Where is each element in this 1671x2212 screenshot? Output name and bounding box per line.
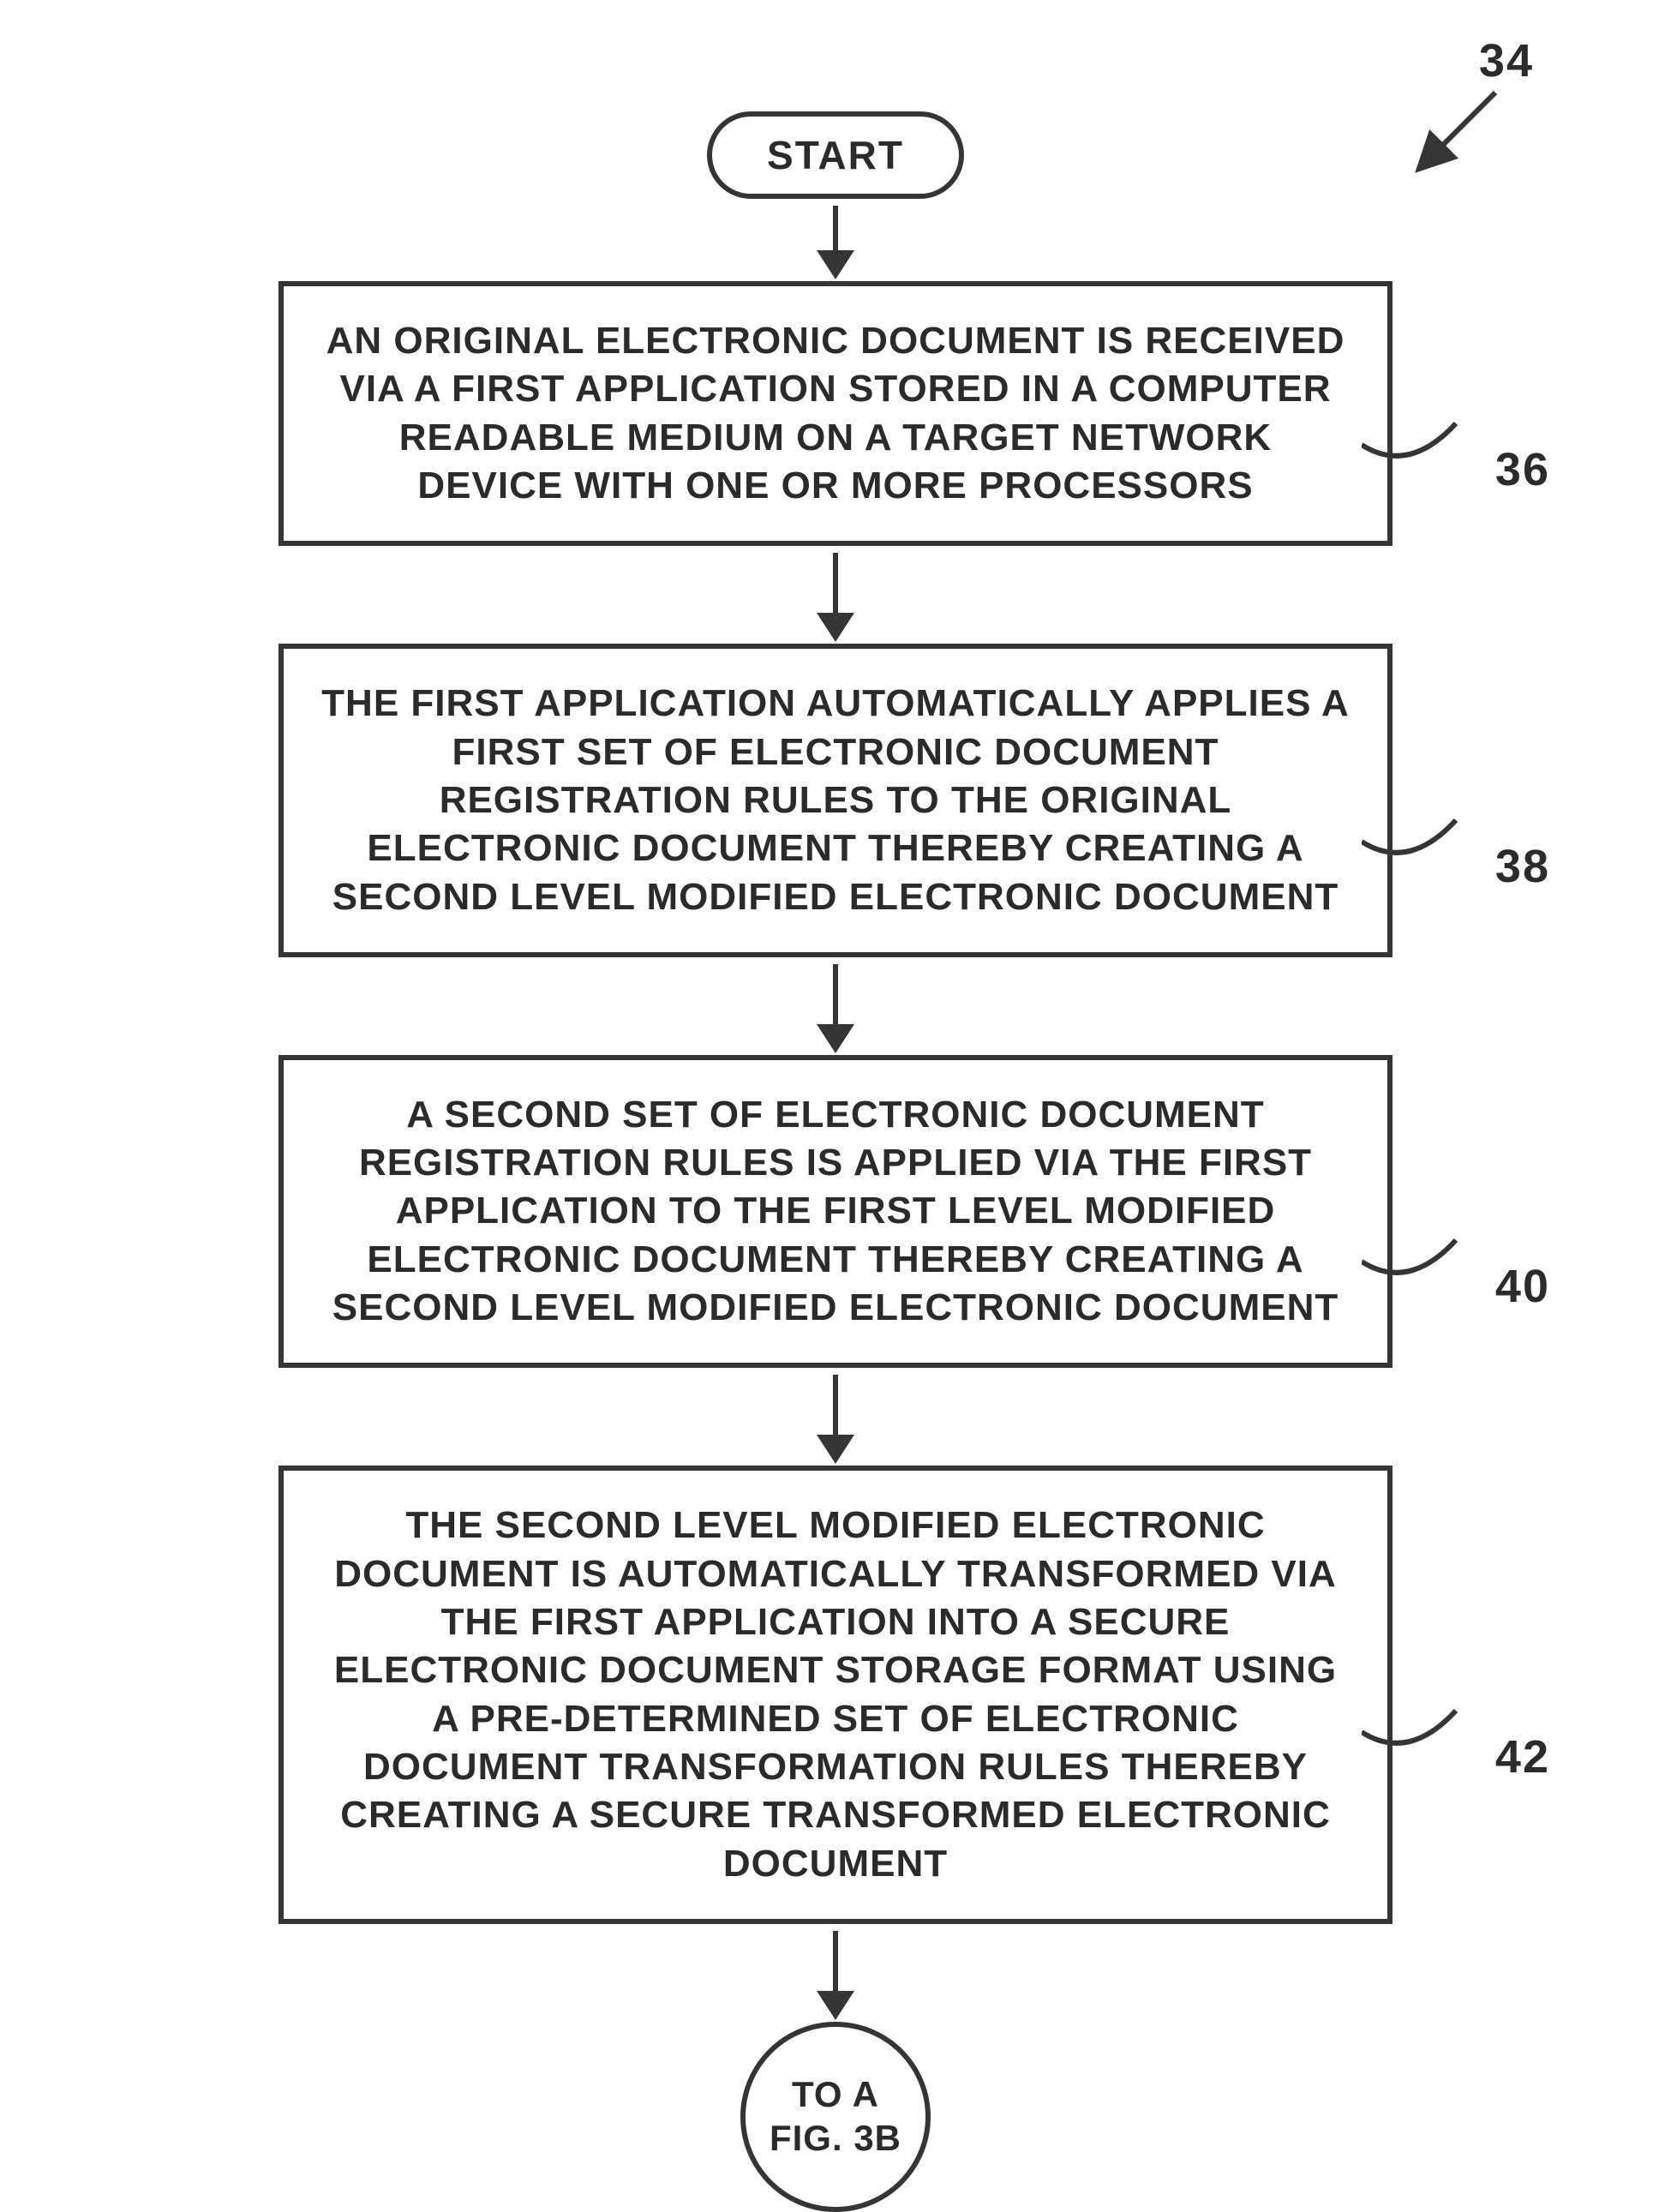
process-step-38: THE FIRST APPLICATION AUTOMATICALLY APPL… [278,644,1392,957]
process-step-40: A SECOND SET OF ELECTRONIC DOCUMENT REGI… [278,1055,1392,1369]
ref-number: 36 [1495,441,1550,500]
ref-lead-icon [1362,812,1464,872]
process-step-42: THE SECOND LEVEL MODIFIED ELECTRONIC DOC… [278,1466,1392,1924]
arrow-icon [817,964,854,1053]
process-step-36: AN ORIGINAL ELECTRONIC DOCUMENT IS RECEI… [278,281,1392,546]
connector-off-page: TO A FIG. 3B [740,2022,931,2212]
ref-number: 38 [1495,837,1550,896]
arrow-icon [817,553,854,642]
connector-label: TO A FIG. 3B [770,2073,901,2160]
arrow-icon [817,1931,854,2020]
figure-ref-number: 34 [1479,34,1534,87]
process-text: AN ORIGINAL ELECTRONIC DOCUMENT IS RECEI… [326,320,1345,507]
process-text: THE FIRST APPLICATION AUTOMATICALLY APPL… [321,682,1350,917]
ref-number: 42 [1495,1728,1550,1787]
flowchart: START AN ORIGINAL ELECTRONIC DOCUMENT IS… [278,111,1392,2212]
process-text: THE SECOND LEVEL MODIFIED ELECTRONIC DOC… [334,1504,1337,1884]
ref-lead-icon [1362,1702,1464,1762]
ref-number: 40 [1495,1257,1550,1316]
process-text: A SECOND SET OF ELECTRONIC DOCUMENT REGI… [332,1094,1339,1328]
arrow-icon [817,1375,854,1464]
figure-ref-arrow-icon [1405,86,1508,180]
arrow-icon [817,206,854,279]
ref-lead-icon [1362,415,1464,475]
ref-lead-icon [1362,1232,1464,1292]
terminal-start: START [707,111,964,199]
